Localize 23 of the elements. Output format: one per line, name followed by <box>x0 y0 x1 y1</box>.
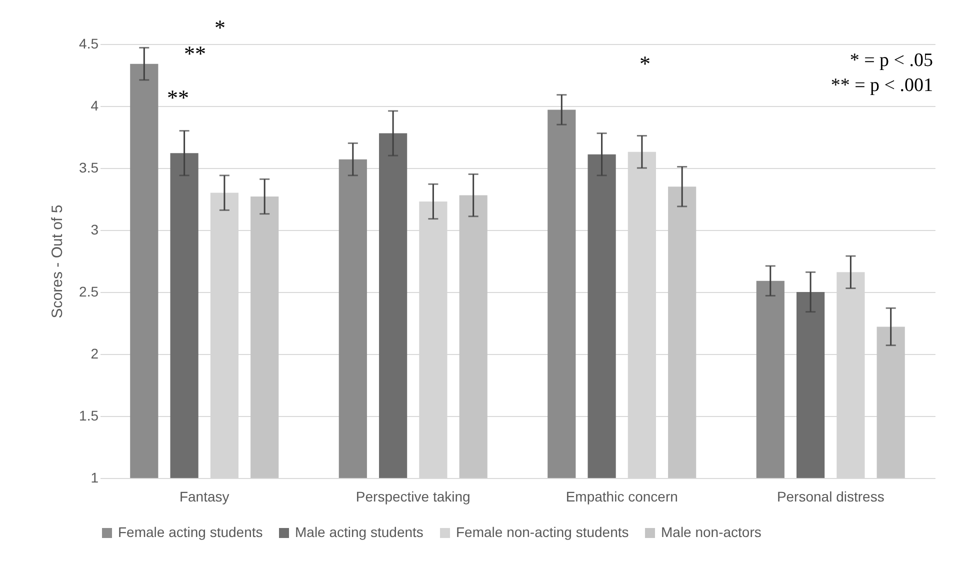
x-tick-label: Personal distress <box>776 488 884 504</box>
legend-label: Male acting students <box>295 524 424 540</box>
y-tick-label: 4 <box>90 98 99 114</box>
legend-label: Female non-acting students <box>456 524 629 540</box>
annotation: ** = p < .001 <box>830 75 933 96</box>
y-tick-label: 1.5 <box>79 408 99 424</box>
annotation: ** <box>184 41 206 66</box>
annotation: * = p < .05 <box>850 50 933 71</box>
legend-label: Female acting students <box>118 524 263 540</box>
x-tick-label: Perspective taking <box>356 488 470 504</box>
y-tick-label: 3.5 <box>79 160 99 176</box>
y-tick-label: 1 <box>90 470 99 486</box>
x-tick-label: Fantasy <box>179 488 230 504</box>
legend-label: Male non-actors <box>661 524 762 540</box>
y-tick-label: 2 <box>90 346 99 362</box>
x-tick-label: Empathic concern <box>566 488 678 504</box>
annotation: ** <box>167 85 189 110</box>
y-tick-label: 4.5 <box>79 36 99 52</box>
annotation: * <box>640 51 650 76</box>
y-tick-label: 3 <box>90 222 99 238</box>
text: * <box>214 15 226 40</box>
y-tick-label: 2.5 <box>79 284 99 300</box>
y-axis-title: Scores - Out of 5 <box>49 204 66 318</box>
